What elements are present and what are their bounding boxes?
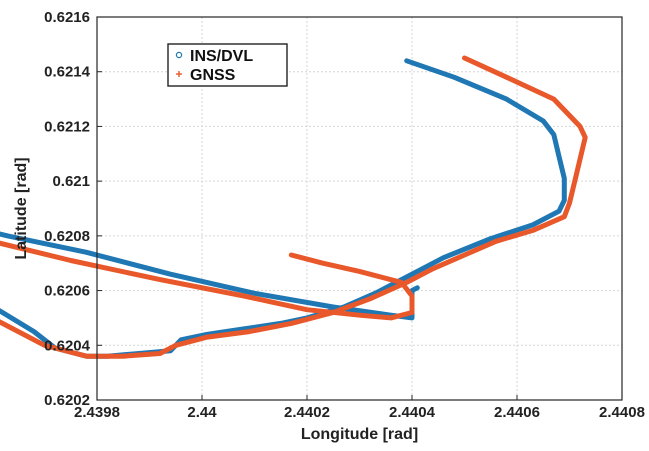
y-tick-label: 0.6208 <box>44 228 90 245</box>
y-tick-label: 0.6204 <box>44 337 91 354</box>
y-tick-label: 0.621 <box>52 173 90 190</box>
x-tick-label: 2.4404 <box>389 404 436 421</box>
x-tick-label: 2.4406 <box>494 404 540 421</box>
tick-labels: 2.4398 2.44 2.4402 2.4404 2.4406 2.4408 0.6202… <box>44 9 645 421</box>
y-tick-label: 0.6216 <box>44 9 90 26</box>
y-tick-label: 0.6212 <box>44 118 90 135</box>
x-tick-label: 2.4408 <box>599 404 645 421</box>
x-tick-label: 2.44 <box>187 404 217 421</box>
y-tick-label: 0.6206 <box>44 283 90 300</box>
legend-label-ins-dvl: INS/DVL <box>190 48 253 65</box>
x-tick-label: 2.4402 <box>284 404 330 421</box>
legend-box <box>167 43 288 87</box>
y-axis-title: Latitude [rad] <box>13 157 30 259</box>
x-axis-title: Longitude [rad] <box>301 426 418 443</box>
legend-label-gnss: GNSS <box>190 67 236 84</box>
grid-lines <box>97 17 622 400</box>
series-line-gnss <box>0 55 588 359</box>
legend-marker-ins-dvl <box>175 51 183 59</box>
plot-frame <box>96 16 623 401</box>
y-tick-label: 0.6202 <box>44 392 90 409</box>
x-tick-label: 2.4398 <box>74 404 120 421</box>
y-tick-label: 0.6214 <box>44 64 91 81</box>
legend-marker-gnss <box>176 71 182 77</box>
legend: INS/DVL GNSS <box>167 43 288 87</box>
